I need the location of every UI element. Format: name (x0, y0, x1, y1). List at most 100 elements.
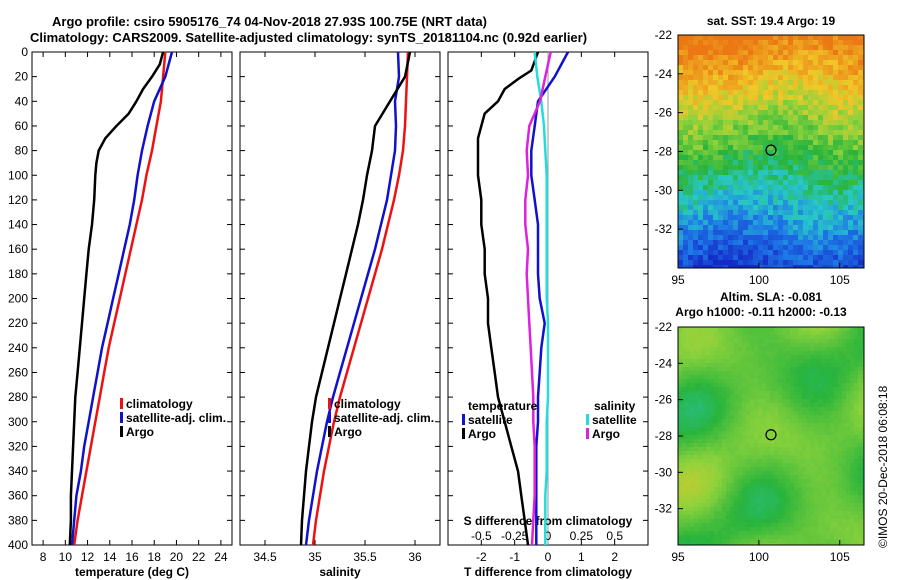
map-cell (842, 471, 847, 476)
map-cell (718, 479, 723, 484)
map-cell (748, 70, 754, 76)
map-cell (718, 423, 723, 428)
map-cell (850, 379, 855, 384)
map-cell (786, 439, 791, 444)
map-cell (826, 427, 831, 432)
map-cell (678, 210, 684, 216)
map-cell (738, 260, 744, 266)
map-cell (714, 427, 719, 432)
map-cell (788, 170, 794, 176)
map-cell (834, 479, 839, 484)
map-cell (748, 60, 754, 66)
map-cell (848, 40, 854, 46)
map-cell (818, 375, 823, 380)
map-cell (682, 395, 687, 400)
map-cell (708, 255, 714, 261)
map-cell (834, 403, 839, 408)
map-cell (763, 50, 769, 56)
map-cell (848, 50, 854, 56)
map-cell (842, 531, 847, 536)
map-cell (838, 427, 843, 432)
map-cell (678, 379, 683, 384)
map-cell (793, 240, 799, 246)
map-cell (823, 170, 829, 176)
map-cell (698, 499, 703, 504)
map-cell (758, 50, 764, 56)
map-cell (798, 65, 804, 71)
map-cell (694, 395, 699, 400)
map-cell (774, 507, 779, 512)
map-cell (798, 180, 804, 186)
map-cell (858, 395, 863, 400)
map-cell (810, 387, 815, 392)
map-cell (843, 215, 849, 221)
map-cell (843, 190, 849, 196)
map-cell (788, 190, 794, 196)
map-cell (853, 90, 859, 96)
map-cell (743, 225, 749, 231)
map-cell (750, 483, 755, 488)
map-cell (793, 135, 799, 141)
map-cell (713, 120, 719, 126)
map-cell (682, 363, 687, 368)
map-cell (733, 225, 739, 231)
map-cell (838, 190, 844, 196)
map-cell (698, 230, 704, 236)
map-cell (774, 495, 779, 500)
map-cell (713, 70, 719, 76)
map-cell (774, 503, 779, 508)
map-cell (762, 399, 767, 404)
map-cell (838, 519, 843, 524)
map-cell (790, 383, 795, 388)
map-cell (758, 155, 764, 161)
map-cell (686, 391, 691, 396)
map-cell (703, 245, 709, 251)
map-cell (708, 40, 714, 46)
map-cell (762, 507, 767, 512)
map-cell (803, 170, 809, 176)
map-cell (728, 55, 734, 61)
map-cell (678, 343, 683, 348)
map-cell (753, 35, 759, 41)
map-cell (794, 419, 799, 424)
map-cell (818, 443, 823, 448)
map-cell (838, 230, 844, 236)
map-cell (763, 150, 769, 156)
map-cell (858, 535, 863, 540)
map-cell (703, 175, 709, 181)
map-cell (842, 503, 847, 508)
map-cell (733, 255, 739, 261)
map-cell (690, 367, 695, 372)
x-tick-label: 34.5 (253, 550, 277, 564)
map-cell (778, 60, 784, 66)
map-cell (743, 105, 749, 111)
map-cell (818, 527, 823, 532)
map-cell (858, 195, 864, 201)
map-cell (748, 125, 754, 131)
map-cell (718, 499, 723, 504)
map-cell (846, 511, 851, 516)
map-cell (698, 125, 704, 131)
map-cell (826, 439, 831, 444)
map-cell (763, 100, 769, 106)
map-cell (838, 331, 843, 336)
map-cell (810, 331, 815, 336)
map-cell (794, 471, 799, 476)
map-cell (798, 215, 804, 221)
map-cell (850, 371, 855, 376)
map-cell (802, 443, 807, 448)
map-cell (706, 383, 711, 388)
map-cell (814, 379, 819, 384)
map-cell (853, 200, 859, 206)
map-cell (734, 503, 739, 508)
map-cell (748, 150, 754, 156)
map-cell (730, 367, 735, 372)
map-cell (742, 339, 747, 344)
map-cell (698, 479, 703, 484)
map-cell (742, 483, 747, 488)
depth-tick-label: 100 (8, 168, 28, 182)
map-cell (710, 515, 715, 520)
map-cell (782, 447, 787, 452)
map-cell (778, 411, 783, 416)
map-cell (722, 435, 727, 440)
